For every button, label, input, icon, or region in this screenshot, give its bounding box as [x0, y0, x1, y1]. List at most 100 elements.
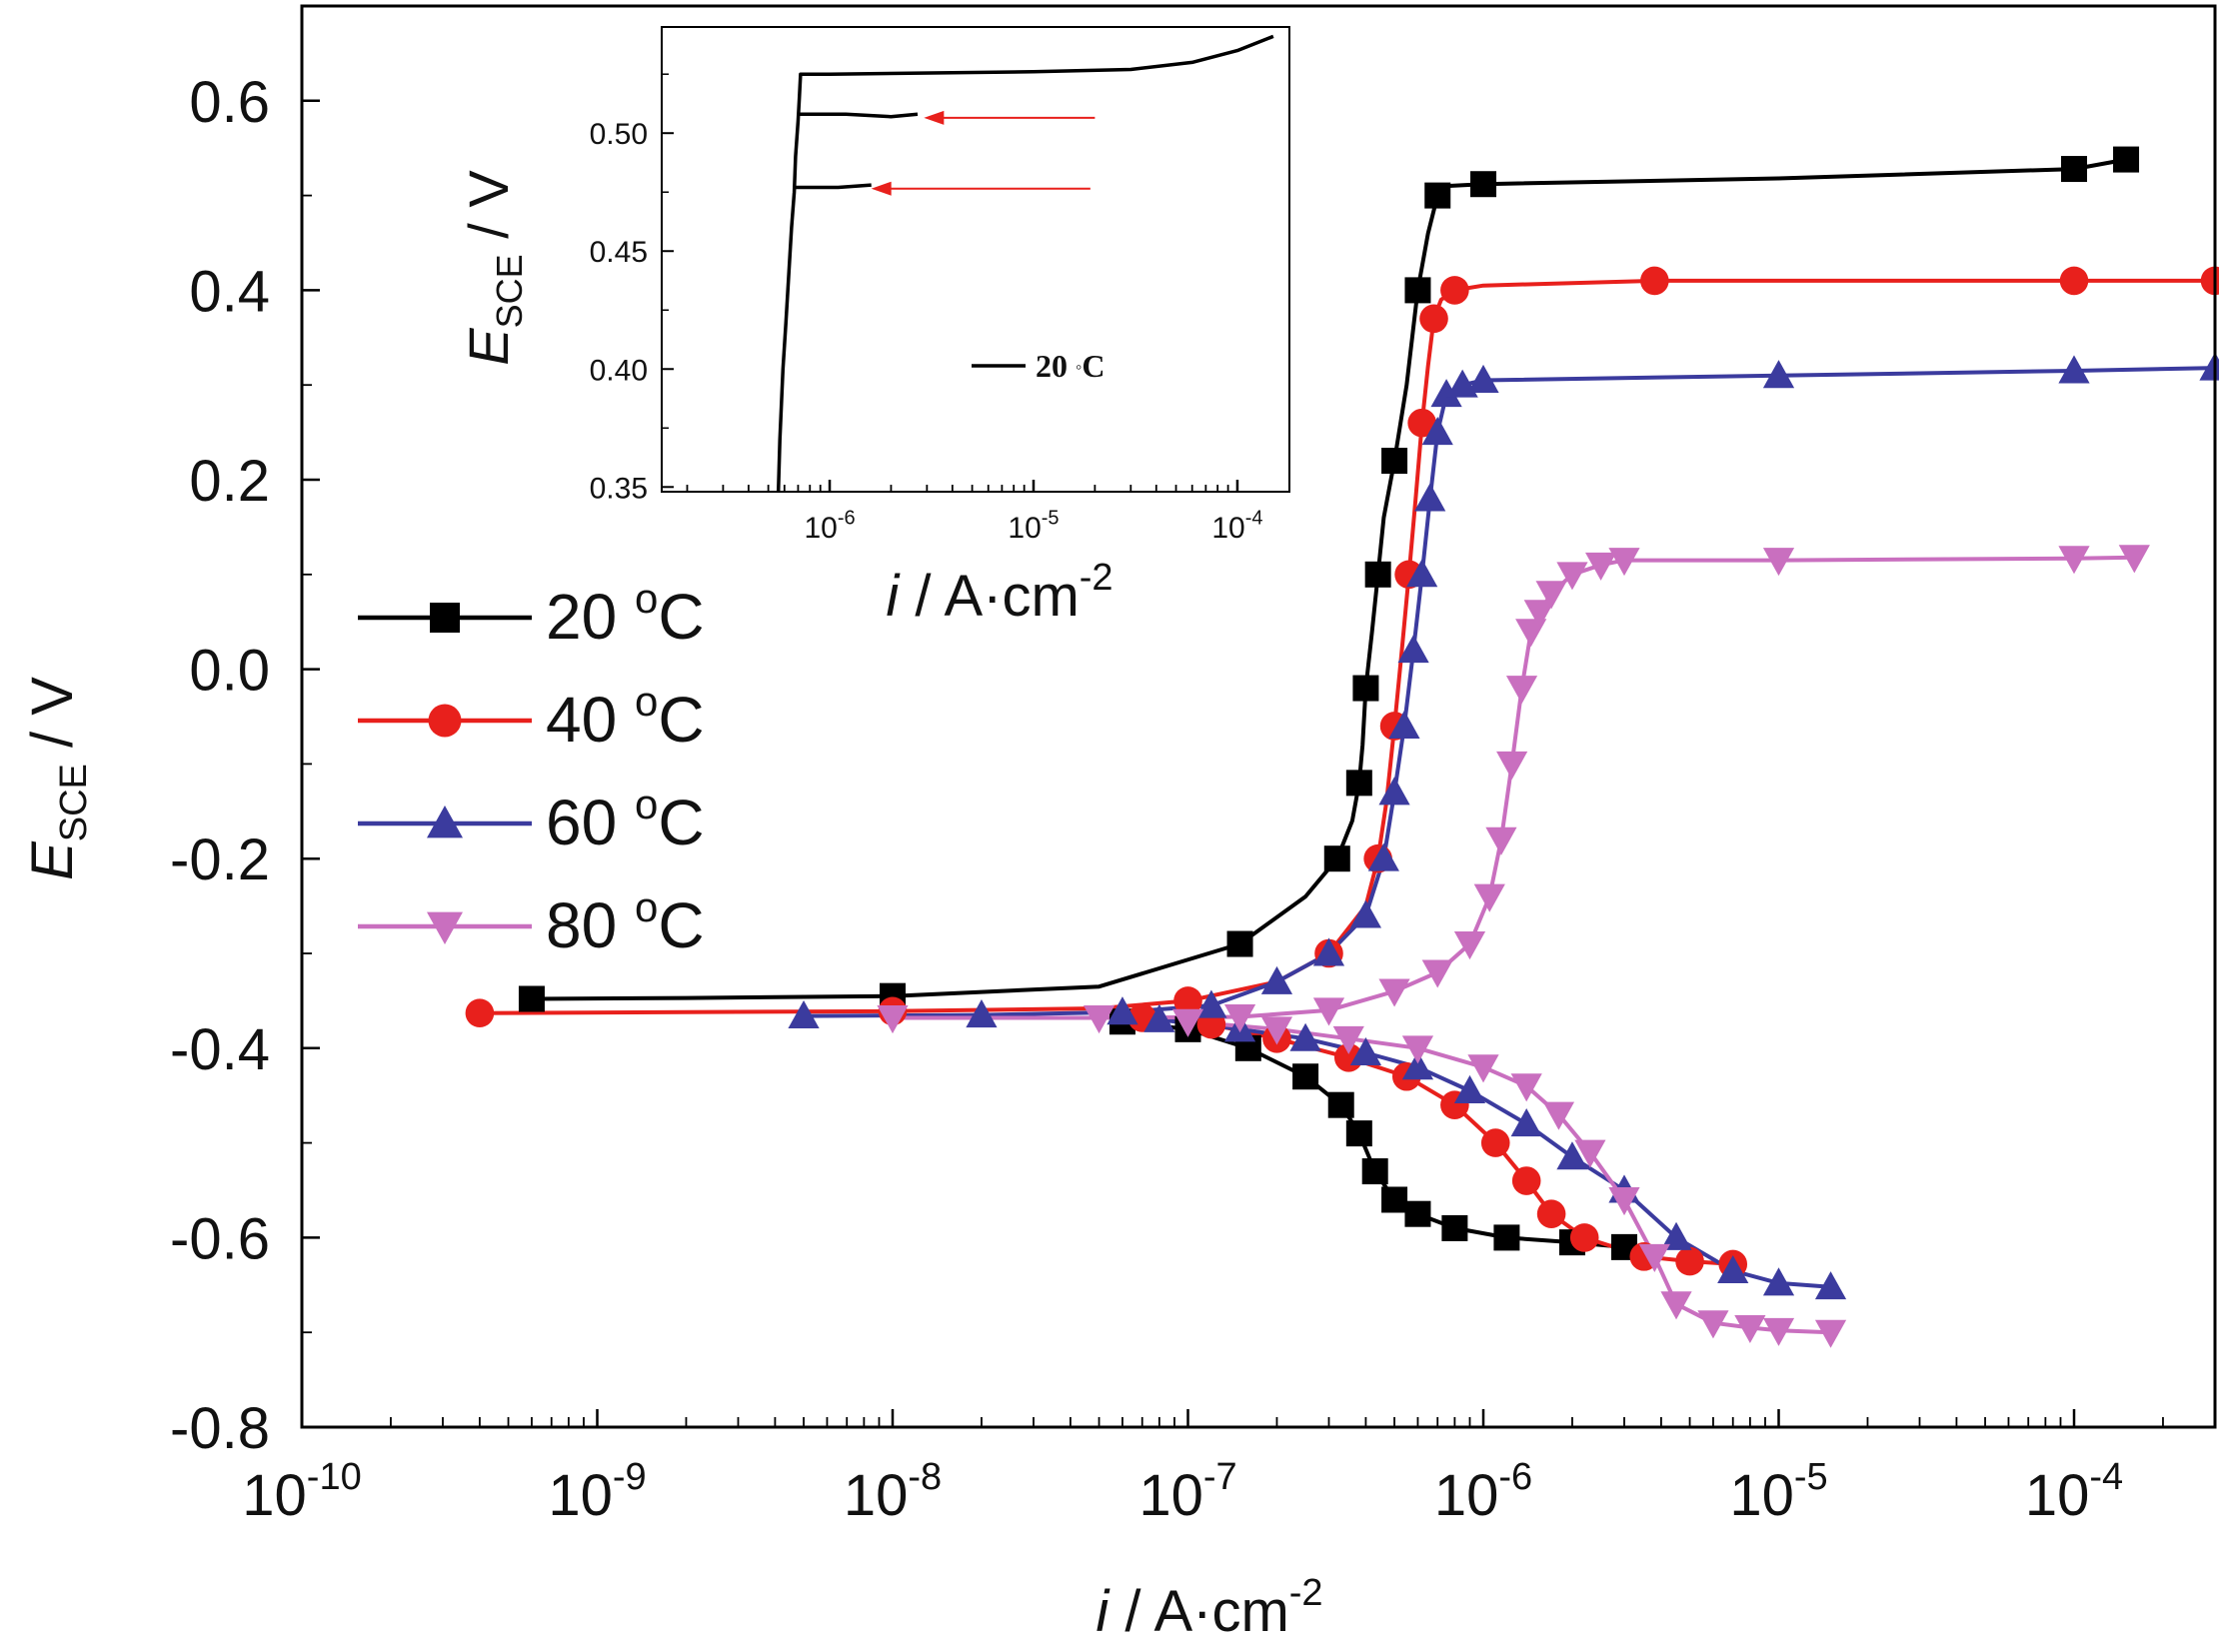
series-marker: [1762, 548, 1795, 577]
series-marker: [1608, 548, 1640, 577]
series-marker: [1378, 978, 1410, 1007]
series-marker: [1430, 379, 1462, 408]
series-marker: [1493, 1224, 1520, 1251]
series-marker: [1083, 1004, 1115, 1034]
series-marker: [1814, 1319, 1847, 1348]
series-marker: [1470, 171, 1497, 198]
series-marker: [1608, 1187, 1640, 1216]
series-marker: [1364, 561, 1391, 588]
series-marker: [1660, 1221, 1692, 1250]
series-marker: [1511, 1166, 1541, 1195]
main-series-markers: [465, 146, 2219, 1348]
main-y-tick-label: 0.0: [189, 639, 270, 704]
series-marker: [1406, 559, 1438, 588]
main-y-tick-label: -0.6: [170, 1206, 270, 1271]
series-marker: [2061, 156, 2088, 183]
series-marker: [1349, 899, 1382, 928]
series-marker: [2058, 546, 2090, 575]
series-marker: [1404, 277, 1431, 304]
series-marker: [1734, 1314, 1766, 1344]
series-marker: [1143, 1003, 1175, 1032]
inset-x-tick-label: 10-4: [1211, 508, 1262, 546]
series-marker: [1345, 1120, 1372, 1147]
series-marker: [1381, 448, 1408, 475]
inset-series-line: [793, 183, 872, 190]
main-y-ticks: 0.6 0.4 0.2 0.0 -0.2 -0.4 -0.6 -0.8: [170, 70, 320, 1461]
legend-swatch-marker: [427, 911, 463, 944]
series-marker: [1675, 1246, 1704, 1276]
series-marker: [1388, 710, 1420, 739]
main-x-tick-label: 10-6: [1434, 1456, 1532, 1528]
series-marker: [1195, 989, 1227, 1018]
series-marker: [1381, 1186, 1408, 1213]
series-marker: [1441, 1214, 1468, 1241]
series-marker: [1407, 408, 1436, 438]
series-marker: [1352, 675, 1379, 702]
series-marker: [1332, 1025, 1364, 1054]
series-marker: [1292, 1063, 1319, 1090]
series-marker: [1419, 304, 1448, 334]
inset-y-tick-label: 0.35: [590, 472, 648, 505]
inset-y-tick-label: 0.50: [590, 118, 648, 151]
inset-x-axis-label: i / A·cm-2: [886, 557, 1112, 629]
series-marker: [2059, 266, 2089, 296]
legend-label: 40 oC: [546, 678, 705, 756]
main-x-tick-label: 10-10: [242, 1456, 361, 1528]
main-x-tick-label: 10-4: [2025, 1456, 2123, 1528]
series-marker: [1361, 1158, 1388, 1185]
series-marker: [465, 998, 495, 1028]
series-marker: [1485, 826, 1517, 855]
series-marker: [1556, 1141, 1588, 1170]
series-marker: [1414, 483, 1446, 512]
series-marker: [1349, 1036, 1382, 1066]
main-x-tick-label: 10-7: [1138, 1456, 1236, 1528]
series-marker: [1323, 845, 1350, 872]
main-x-tick-label: 10-9: [548, 1456, 646, 1528]
legend-label: 60 oC: [546, 781, 705, 858]
series-marker: [788, 999, 820, 1029]
inset-series-line: [776, 34, 1274, 493]
series-marker: [1107, 996, 1138, 1025]
inset-series-lines: [776, 34, 1274, 493]
series-marker: [1762, 360, 1795, 389]
inset-y-tick-label: 0.40: [590, 354, 648, 387]
main-y-tick-label: 0.2: [189, 449, 270, 514]
series-marker: [1762, 1317, 1795, 1346]
main-y-axis-label: ESCE / V: [20, 677, 95, 880]
main-x-axis-label: i / A·cm-2: [1096, 1572, 1322, 1644]
series-marker: [1223, 1004, 1256, 1033]
series-marker: [1404, 1200, 1431, 1227]
legend-swatch-marker: [430, 603, 460, 633]
main-y-tick-label: -0.2: [170, 827, 270, 892]
series-marker: [1421, 959, 1453, 988]
series-marker: [1574, 1139, 1606, 1168]
series-marker: [1397, 635, 1429, 664]
series-marker: [1717, 1254, 1749, 1284]
inset-x-ticks: 10-6 10-5 10-4: [686, 480, 1263, 546]
legend-swatch-marker: [428, 704, 462, 738]
inset-y-ticks: 0.50 0.45 0.40 0.35: [590, 73, 674, 505]
inset-plot-frame: [661, 26, 1290, 493]
series-marker: [1496, 751, 1528, 780]
series-marker: [1536, 1199, 1566, 1228]
inset-y-axis-label: ESCE / V: [457, 170, 530, 366]
series-marker: [1453, 1074, 1486, 1103]
series-marker: [1171, 1008, 1204, 1037]
inset-background: [662, 27, 1289, 492]
legend-label: 20 oC: [546, 575, 705, 653]
series-marker: [1762, 1267, 1795, 1296]
series-marker: [1289, 1022, 1321, 1051]
series-marker: [1327, 1091, 1354, 1118]
legend-swatch-marker: [427, 806, 463, 838]
inset-series-line: [798, 112, 919, 119]
series-marker: [1424, 182, 1451, 209]
inset-arrows: [871, 110, 1096, 196]
series-marker: [877, 1004, 909, 1034]
series-marker: [1505, 676, 1538, 705]
series-marker: [1467, 364, 1499, 393]
inset-chart: 10-6 10-5 10-4 0.50 0.45 0.40 0.35 ESCE / V i…: [457, 26, 1290, 629]
inset-legend-label: 20 ◦C: [1036, 348, 1106, 384]
series-marker: [1345, 770, 1372, 797]
main-y-tick-label: -0.8: [170, 1396, 270, 1461]
